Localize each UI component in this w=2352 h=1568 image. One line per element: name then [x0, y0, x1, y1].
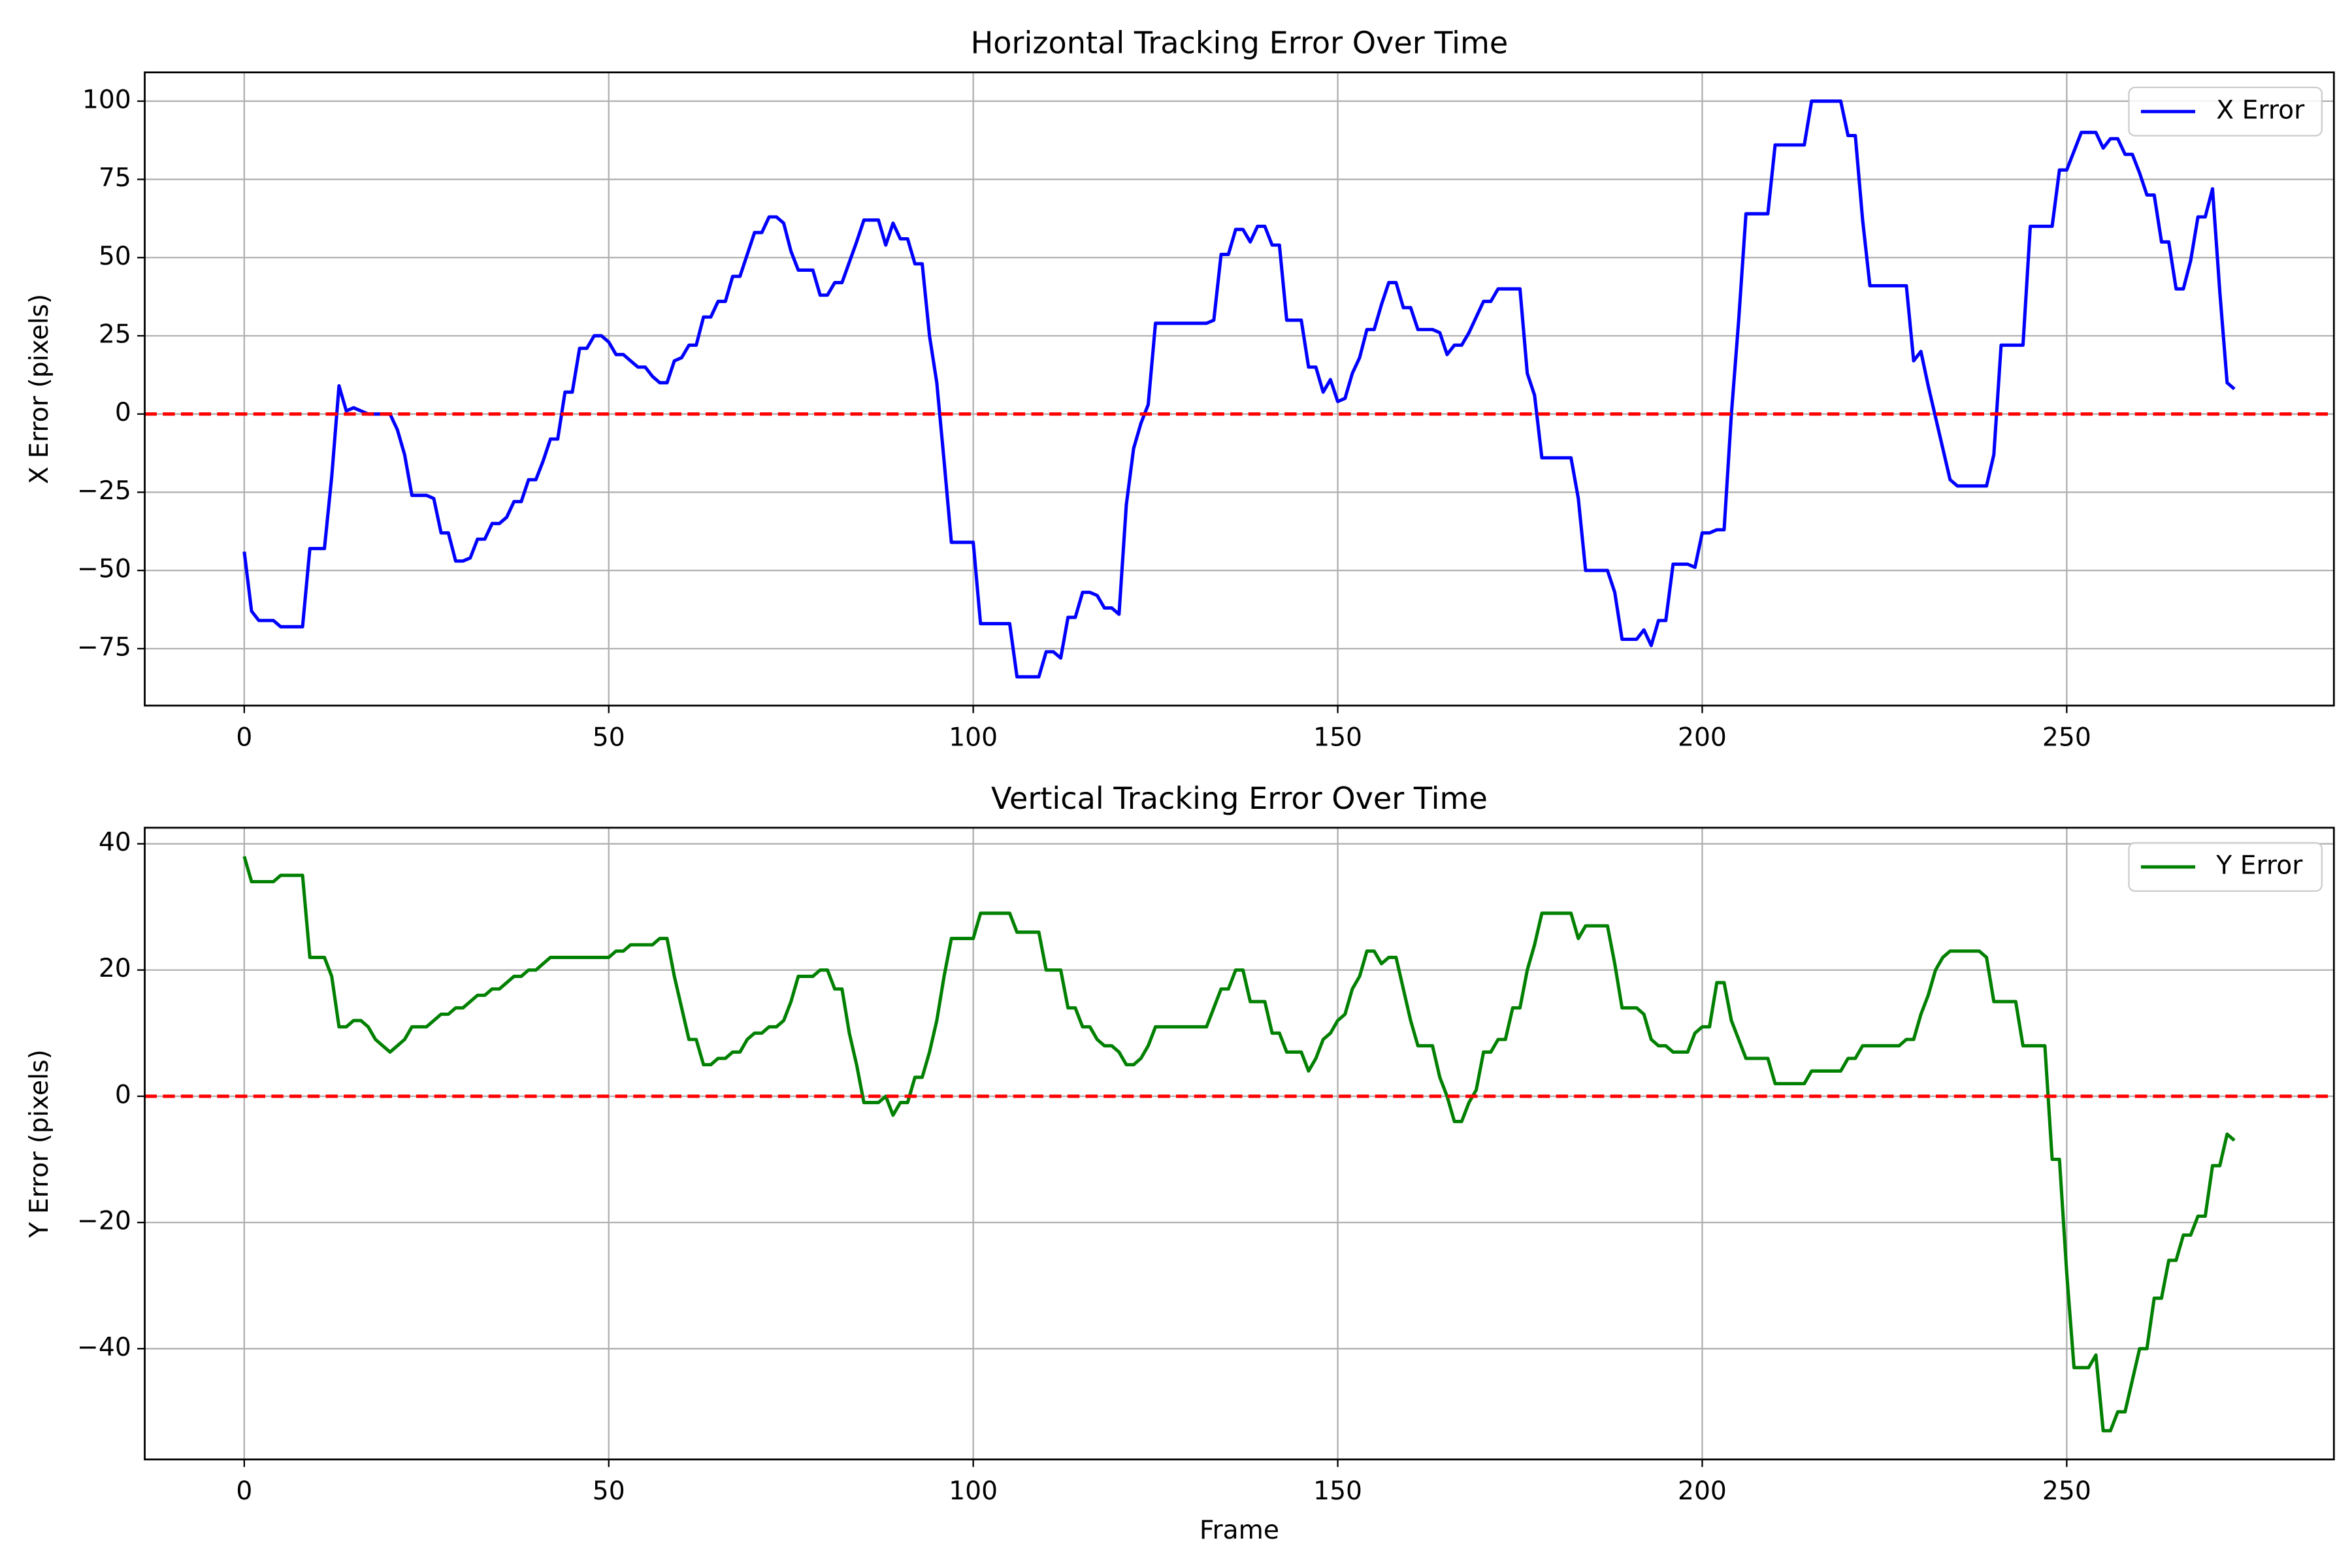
y-tick-label: −25 — [77, 476, 131, 506]
y-tick-label: 75 — [99, 163, 131, 193]
y-axis-label: X Error (pixels) — [25, 294, 54, 484]
y-tick-label: −50 — [77, 555, 131, 584]
x-axis-label: Frame — [1200, 1516, 1279, 1545]
y-tick-label: −75 — [77, 632, 131, 662]
y-tick-label: −20 — [77, 1207, 131, 1236]
chart-title: Vertical Tracking Error Over Time — [991, 781, 1488, 816]
legend-box — [2128, 841, 2323, 892]
x-tick-label: 200 — [1678, 1477, 1727, 1506]
legend-label: Y Error — [2215, 851, 2303, 880]
x-tick-label: 50 — [593, 723, 625, 752]
y-axis-label: Y Error (pixels) — [25, 1049, 54, 1238]
legend-label: X Error — [2216, 95, 2305, 125]
y-tick-label: 40 — [99, 828, 131, 857]
plot-frame — [144, 826, 2335, 1461]
x-tick-label: 200 — [1678, 723, 1727, 752]
plot-frame — [144, 71, 2335, 707]
data-line — [242, 99, 2236, 679]
y-tick-label: 20 — [99, 954, 131, 983]
chart-title: Horizontal Tracking Error Over Time — [971, 25, 1509, 61]
x-tick-label: 150 — [1313, 723, 1362, 752]
y-tick-label: 0 — [115, 1080, 131, 1109]
x-tick-label: 250 — [2042, 1477, 2091, 1506]
x-tick-label: 250 — [2042, 723, 2091, 752]
legend-box — [2128, 86, 2323, 137]
x-tick-label: 0 — [236, 1477, 252, 1506]
y-tick-label: 50 — [99, 242, 131, 271]
x-tick-label: 50 — [593, 1477, 625, 1506]
x-tick-label: 0 — [236, 723, 252, 752]
y-tick-label: 0 — [115, 398, 131, 427]
y-tick-label: 100 — [82, 85, 131, 114]
x-tick-label: 100 — [949, 1477, 998, 1506]
y-tick-label: −40 — [77, 1333, 131, 1362]
x-tick-label: 150 — [1313, 1477, 1362, 1506]
data-line — [242, 856, 2236, 1433]
y-tick-label: 25 — [99, 319, 131, 349]
x-tick-label: 100 — [949, 723, 998, 752]
